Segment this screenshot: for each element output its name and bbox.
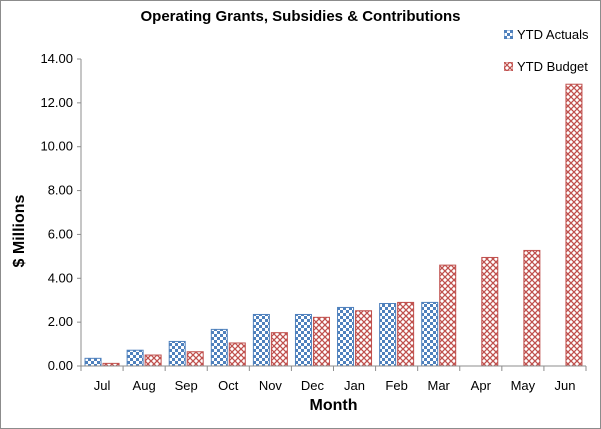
bar-ytd-budget xyxy=(355,310,373,367)
y-tick-label: 14.00 xyxy=(40,51,73,66)
bar-ytd-actuals xyxy=(421,301,439,367)
legend-label-budget: YTD Budget xyxy=(517,59,588,74)
x-tick-label: Oct xyxy=(218,378,239,393)
x-tick-label: Jun xyxy=(554,378,575,393)
y-tick-label: 12.00 xyxy=(40,95,73,110)
chart-title: Operating Grants, Subsidies & Contributi… xyxy=(140,8,461,25)
x-tick-label: Aug xyxy=(133,378,156,393)
y-tick-label: 4.00 xyxy=(48,270,73,285)
bar-ytd-budget xyxy=(481,256,499,367)
y-tick-label: 8.00 xyxy=(48,183,73,198)
bar-ytd-budget xyxy=(144,354,162,367)
legend-label-actuals: YTD Actuals xyxy=(517,27,589,42)
bar-ytd-budget xyxy=(186,351,204,367)
bar-ytd-budget xyxy=(397,301,415,367)
bar-ytd-actuals xyxy=(337,306,355,367)
bar-ytd-actuals xyxy=(294,313,312,367)
bar-ytd-actuals xyxy=(84,357,102,367)
legend-swatch-actuals xyxy=(504,30,513,39)
bar-ytd-budget xyxy=(439,264,457,367)
bar-ytd-budget xyxy=(228,342,246,367)
x-tick-label: Sep xyxy=(175,378,198,393)
y-tick-label: 6.00 xyxy=(48,226,73,241)
bar-ytd-budget xyxy=(565,83,583,367)
legend-item-budget: YTD Budget xyxy=(504,59,588,74)
x-tick-label: Nov xyxy=(259,378,283,393)
x-tick-label: Jul xyxy=(94,378,111,393)
y-tick-label: 0.00 xyxy=(48,358,73,373)
x-tick-label: Mar xyxy=(428,378,451,393)
x-tick-label: Feb xyxy=(385,378,407,393)
bar-ytd-actuals xyxy=(252,313,270,367)
bar-ytd-actuals xyxy=(210,328,228,367)
x-tick-label: Jan xyxy=(344,378,365,393)
bar-ytd-actuals xyxy=(126,349,144,367)
bar-ytd-actuals xyxy=(168,340,186,367)
y-tick-label: 10.00 xyxy=(40,139,73,154)
legend-item-actuals: YTD Actuals xyxy=(504,27,589,42)
x-axis-label: Month xyxy=(309,397,358,414)
bar-ytd-actuals xyxy=(379,303,397,367)
x-tick-label: Apr xyxy=(471,378,492,393)
bar-ytd-budget xyxy=(270,332,288,367)
x-tick-label: Dec xyxy=(301,378,325,393)
x-tick-label: May xyxy=(511,378,536,393)
y-tick-label: 2.00 xyxy=(48,314,73,329)
legend-swatch-budget xyxy=(504,62,513,71)
bar-ytd-budget xyxy=(523,249,541,367)
bar-ytd-budget xyxy=(312,316,330,367)
y-axis-label: $ Millions xyxy=(11,194,28,268)
